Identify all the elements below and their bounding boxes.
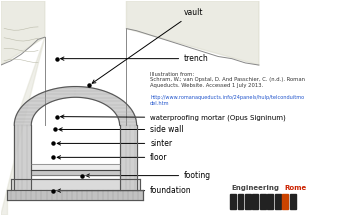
Text: footing: footing	[86, 171, 211, 180]
Text: vault: vault	[92, 8, 204, 83]
Text: floor: floor	[57, 153, 168, 162]
Polygon shape	[1, 1, 45, 65]
Text: trench: trench	[61, 54, 209, 63]
Text: Illustration from:
Schram, W.; van Opstal, D. And Passchier, C. (n.d.). Roman
Aq: Illustration from: Schram, W.; van Opsta…	[150, 71, 305, 88]
Bar	[282, 194, 288, 209]
Text: side wall: side wall	[59, 125, 184, 134]
Bar	[290, 194, 295, 209]
Text: Rome: Rome	[284, 185, 307, 191]
Bar	[267, 194, 273, 209]
Bar	[260, 194, 266, 209]
Bar	[245, 194, 251, 209]
Text: Engineering: Engineering	[232, 185, 280, 191]
Text: foundation: foundation	[57, 186, 192, 195]
Text: http://www.romanaqueducts.info/24panels/hulp/telconduitmo
del.htm: http://www.romanaqueducts.info/24panels/…	[150, 95, 304, 106]
Polygon shape	[1, 37, 45, 215]
Bar	[230, 194, 236, 209]
Bar	[275, 194, 281, 209]
Polygon shape	[14, 87, 137, 125]
Text: waterproofing mortar (Opus Signinum): waterproofing mortar (Opus Signinum)	[61, 114, 286, 121]
Bar	[253, 194, 258, 209]
Bar	[237, 194, 243, 209]
Text: sinter: sinter	[57, 139, 172, 148]
Polygon shape	[126, 1, 259, 65]
